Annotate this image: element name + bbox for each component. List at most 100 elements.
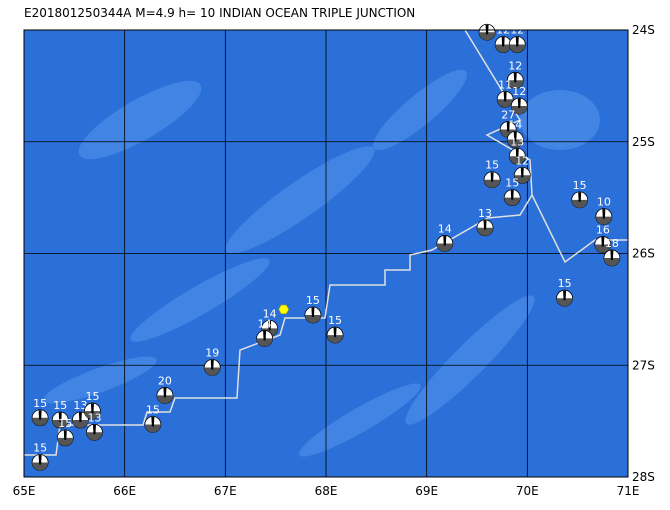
depth-label: 15	[485, 159, 499, 172]
compression-quadrant	[509, 44, 526, 53]
depth-label: 27	[501, 108, 515, 121]
depth-label: 15	[328, 314, 342, 327]
compression-quadrant	[595, 216, 612, 225]
focal-mechanism	[51, 411, 69, 429]
depth-label: 15	[58, 417, 72, 430]
focal-mechanism	[506, 71, 524, 89]
depth-label: 11	[498, 78, 512, 91]
compression-quadrant	[92, 424, 96, 435]
compression-quadrant	[509, 156, 526, 165]
compression-quadrant	[513, 132, 517, 142]
compression-quadrant	[513, 72, 517, 83]
compression-quadrant	[501, 37, 505, 47]
compression-quadrant	[268, 320, 272, 331]
focal-mechanism	[156, 387, 174, 404]
focal-mechanism	[603, 249, 621, 267]
epicenter	[278, 304, 290, 315]
lat-label: 28S	[632, 470, 655, 484]
compression-quadrant	[38, 454, 42, 465]
depth-label: 15	[53, 399, 67, 412]
compression-quadrant	[151, 416, 155, 427]
lat-label: 27S	[632, 358, 655, 372]
compression-quadrant	[507, 80, 524, 89]
focal-mechanism	[31, 409, 49, 427]
focal-mechanism	[203, 359, 221, 376]
compression-quadrant	[610, 250, 614, 260]
focal-mechanism	[595, 208, 613, 226]
lat-label: 26S	[632, 247, 655, 261]
compression-quadrant	[477, 227, 494, 236]
focal-mechanism	[304, 306, 322, 324]
lon-label: 69E	[415, 484, 438, 498]
focal-mechanism	[326, 326, 344, 344]
lat-label: 25S	[632, 135, 655, 149]
depth-label: 15	[85, 390, 99, 403]
focal-mechanism	[496, 90, 514, 108]
depth-label: 18	[605, 237, 619, 250]
depth-label: 15	[558, 277, 572, 290]
depth-label: 15	[33, 397, 47, 410]
compression-quadrant	[515, 37, 519, 47]
depth-label: 14	[508, 119, 522, 132]
compression-quadrant	[515, 148, 519, 159]
lon-label: 70E	[516, 484, 539, 498]
lon-label: 71E	[617, 484, 640, 498]
compression-quadrant	[304, 314, 321, 323]
compression-quadrant	[210, 359, 214, 370]
depth-label: 14	[263, 307, 277, 320]
lon-label: 65E	[13, 484, 36, 498]
compression-quadrant	[485, 24, 489, 35]
focal-mechanism	[506, 131, 524, 148]
compression-quadrant	[58, 412, 62, 423]
depth-label: 15	[505, 177, 519, 190]
compression-quadrant	[594, 244, 611, 253]
compression-quadrant	[144, 424, 161, 433]
focal-mechanism	[503, 189, 521, 207]
compression-quadrant	[514, 175, 531, 184]
depth-label: 13	[87, 411, 101, 424]
depth-label: 12	[512, 85, 526, 98]
compression-quadrant	[484, 179, 501, 188]
focal-mechanism	[571, 191, 589, 209]
depth-label: 15	[146, 403, 160, 416]
focal-mechanism	[556, 289, 573, 307]
compression-quadrant	[603, 257, 620, 266]
focal-mechanism	[31, 454, 49, 471]
compression-quadrant	[483, 220, 487, 230]
compression-quadrant	[510, 190, 514, 200]
compression-quadrant	[571, 199, 588, 208]
compression-quadrant	[495, 44, 512, 53]
depth-label: 14	[258, 317, 272, 330]
compression-quadrant	[327, 335, 344, 344]
lat-label: 24S	[632, 23, 655, 37]
lon-label: 68E	[315, 484, 338, 498]
focal-mechanism	[508, 36, 526, 53]
depth-label: 14	[438, 222, 452, 235]
depth-label: 15	[480, 11, 494, 24]
compression-quadrant	[90, 403, 94, 414]
focal-mechanism	[144, 416, 162, 433]
depth-label: 15	[33, 441, 47, 454]
depth-label: 13	[478, 207, 492, 220]
focal-mechanism	[478, 23, 496, 41]
compression-quadrant	[333, 327, 337, 338]
compression-quadrant	[156, 395, 173, 404]
compression-quadrant	[32, 417, 49, 426]
compression-quadrant	[32, 462, 49, 471]
compression-quadrant	[507, 139, 524, 148]
focal-mechanism	[508, 147, 526, 165]
focal-mechanism	[594, 236, 612, 253]
bathymetry	[43, 69, 600, 457]
compression-quadrant	[86, 432, 103, 441]
compression-quadrant	[38, 410, 42, 420]
depth-label: 13	[73, 399, 87, 412]
compression-quadrant	[578, 192, 582, 202]
compression-quadrant	[504, 197, 521, 206]
frame	[23, 29, 629, 478]
focal-mechanism	[476, 219, 494, 237]
compression-quadrant	[84, 411, 101, 420]
compression-quadrant	[57, 437, 74, 446]
compression-quadrant	[556, 298, 573, 307]
